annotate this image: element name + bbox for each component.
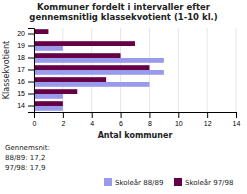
x-tick-mark	[92, 112, 93, 118]
y-tick-label: 18	[17, 54, 25, 61]
bar	[34, 58, 164, 63]
legend-label: Skoleår 97/98	[185, 178, 233, 187]
x-tick-mark	[207, 112, 208, 118]
x-tick: 12	[204, 112, 212, 127]
x-tick: 14	[233, 112, 241, 127]
bar	[34, 29, 48, 34]
plot: 0 2 4 6 8 10 12 14 14 15 16 17 18 19 20	[17, 28, 240, 127]
x-tick-mark	[121, 112, 122, 118]
y-tick: 15	[17, 90, 34, 97]
title-line: gennemsnitlig klassekvotient (1-10 kl.)	[29, 12, 217, 22]
x-tick-label: 0	[33, 120, 37, 127]
y-tick-label: 16	[17, 78, 25, 85]
bar	[34, 70, 164, 75]
y-tick-mark	[28, 106, 34, 107]
bar	[34, 77, 106, 82]
legend-item: Skoleår 88/89	[104, 178, 163, 187]
legend-item: Skoleår 97/98	[174, 178, 233, 187]
y-tick-label: 14	[17, 102, 25, 109]
x-tick-label: 4	[90, 120, 94, 127]
y-axis-line	[28, 29, 35, 113]
bar	[34, 53, 121, 58]
y-tick: 18	[17, 54, 34, 61]
chart: Kommuner fordelt i intervaller eftergenn…	[0, 0, 247, 194]
annotations: Gennemsnit: 88/89: 17,2 97/98: 17,9	[5, 144, 50, 172]
x-tick: 10	[175, 112, 183, 127]
x-tick-mark	[178, 112, 179, 118]
bar	[34, 41, 135, 46]
x-tick: 4	[90, 112, 94, 127]
legend-swatch	[174, 178, 182, 186]
annotation: 88/89: 17,2	[5, 154, 45, 162]
y-tick: 17	[17, 66, 34, 73]
legend-label: Skoleår 88/89	[115, 178, 163, 187]
legend-swatch	[104, 178, 112, 186]
x-tick-label: 14	[233, 120, 241, 127]
x-tick-label: 2	[61, 120, 65, 127]
y-tick-mark	[28, 34, 34, 35]
y-tick: 16	[17, 78, 34, 85]
series	[34, 46, 164, 111]
bars	[34, 29, 164, 111]
x-tick: 6	[119, 112, 123, 127]
grid-line	[178, 28, 179, 112]
y-tick-label: 17	[17, 66, 25, 73]
y-axis-title: Klassekvotient	[2, 41, 11, 99]
y-tick-mark	[28, 70, 34, 71]
bar	[34, 65, 149, 70]
x-tick: 0	[33, 112, 37, 127]
y-tick: 20	[17, 30, 34, 37]
y-tick: 19	[17, 42, 34, 49]
y-tick: 14	[17, 102, 34, 109]
x-axis: 0 2 4 6 8 10 12 14	[33, 112, 241, 127]
grid	[34, 28, 236, 112]
x-tick-label: 12	[204, 120, 212, 127]
x-axis-line	[35, 113, 237, 119]
title: Kommuner fordelt i intervaller eftergenn…	[29, 2, 217, 22]
y-tick-label: 15	[17, 90, 25, 97]
annotation: 97/98: 17,9	[5, 164, 45, 172]
bar	[34, 46, 63, 51]
x-tick-mark	[236, 112, 237, 118]
bar	[34, 106, 63, 111]
y-tick-mark	[28, 94, 34, 95]
series	[34, 29, 149, 106]
x-tick-label: 10	[175, 120, 183, 127]
grid-line	[236, 28, 237, 112]
bar	[34, 82, 149, 87]
x-tick: 8	[148, 112, 152, 127]
bar	[34, 94, 63, 99]
bar	[34, 101, 63, 106]
grid-line	[207, 28, 208, 112]
y-tick-mark	[28, 46, 34, 47]
x-tick-label: 8	[148, 120, 152, 127]
x-tick: 2	[61, 112, 65, 127]
annotation: Gennemsnit:	[5, 144, 50, 152]
y-tick-label: 20	[17, 30, 25, 37]
y-tick-label: 19	[17, 42, 25, 49]
y-axis: 14 15 16 17 18 19 20	[17, 29, 34, 113]
legend: Skoleår 88/89 Skoleår 97/98	[104, 178, 233, 187]
x-tick-mark	[149, 112, 150, 118]
y-tick-mark	[28, 58, 34, 59]
x-axis-title: Antal kommuner	[98, 131, 173, 140]
title-line: Kommuner fordelt i intervaller efter	[37, 2, 211, 12]
bar	[34, 89, 77, 94]
x-tick-label: 6	[119, 120, 123, 127]
x-tick-mark	[63, 112, 64, 118]
y-tick-mark	[28, 82, 34, 83]
